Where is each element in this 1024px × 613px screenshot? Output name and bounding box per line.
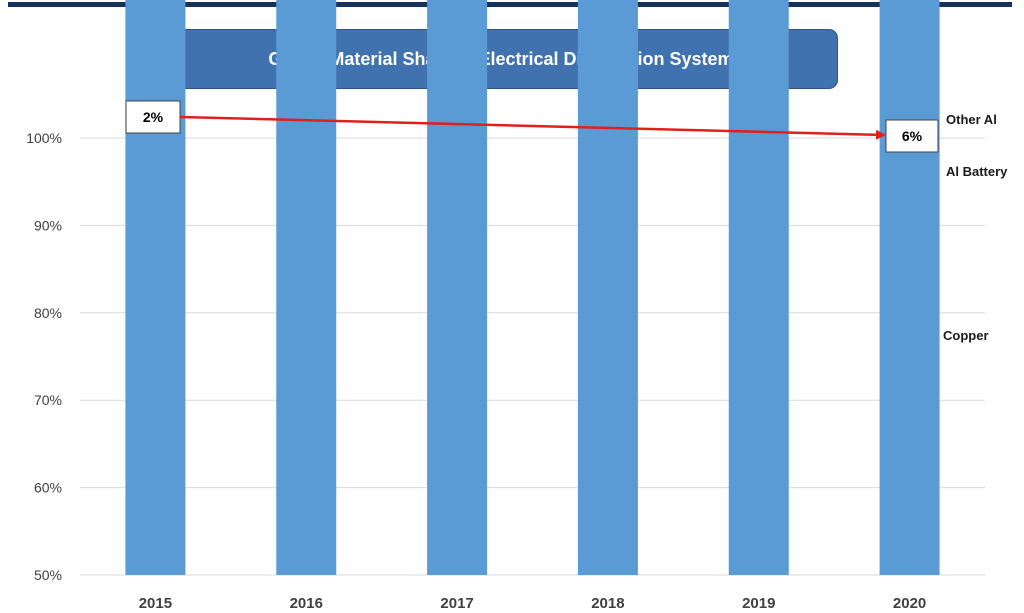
series-label-al-battery: Al Battery <box>946 164 1008 179</box>
bar-copper-2020 <box>879 0 940 575</box>
bar-copper-2017 <box>427 0 488 576</box>
y-tick-label: 80% <box>34 305 62 321</box>
x-tick-label: 2018 <box>591 595 624 612</box>
top-rule <box>8 2 1012 7</box>
callout-start-label: 2% <box>143 109 164 125</box>
y-tick-label: 90% <box>34 217 62 233</box>
x-tick-label: 2020 <box>893 595 926 612</box>
callout-start-box <box>125 100 181 134</box>
y-tick-label: 60% <box>34 480 62 496</box>
bar-copper-2016 <box>276 0 337 576</box>
x-tick-label: 2016 <box>290 595 323 612</box>
y-tick-label: 100% <box>26 130 62 146</box>
x-tick-label: 2017 <box>440 595 473 612</box>
series-label-copper: Copper <box>943 328 989 343</box>
callout-end-box <box>885 119 939 153</box>
trend-arrow <box>179 115 886 140</box>
y-tick-label: 70% <box>34 392 62 408</box>
bar-copper-2019 <box>728 0 789 575</box>
bar-copper-2018 <box>577 0 638 575</box>
callout-end-label: 6% <box>902 128 923 144</box>
bar-copper-2015 <box>125 0 186 575</box>
x-tick-label: 2019 <box>742 595 775 612</box>
x-tick-label: 2015 <box>139 595 172 612</box>
y-tick-label: 50% <box>34 567 62 583</box>
series-label-other-al: Other Al <box>946 112 997 127</box>
